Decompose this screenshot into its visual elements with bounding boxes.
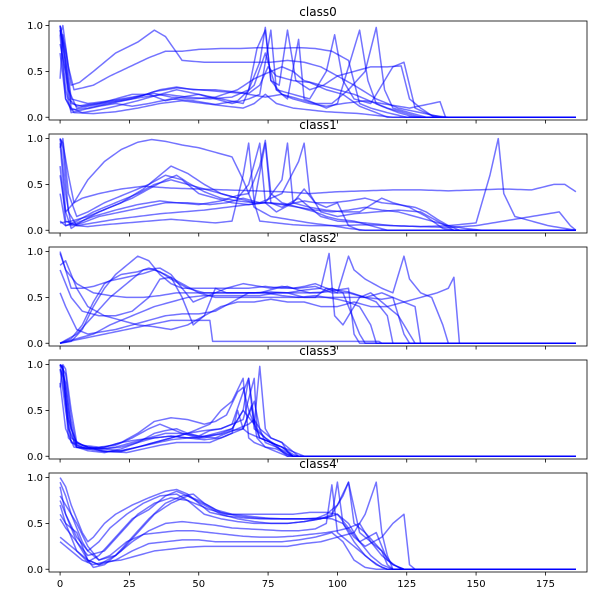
subplot-class3: class3 0.0 0.5 1.0: [27, 344, 588, 463]
x-tick-label: 150: [467, 579, 486, 590]
subplot-class2: class2 0.0 0.5 1.0: [27, 231, 588, 350]
subplot-title: class3: [299, 344, 336, 358]
x-tick-label: 75: [262, 579, 275, 590]
y-tick-label: 1.0: [27, 21, 43, 32]
axes-frame: [48, 359, 588, 460]
subplot-title: class0: [299, 5, 336, 19]
series-line-9: [59, 137, 577, 231]
series-line-5: [59, 292, 576, 344]
subplot-title: class4: [299, 457, 336, 471]
series-line-8: [59, 255, 576, 344]
y-tick-label: 0.5: [27, 67, 43, 78]
x-tick-label: 50: [192, 579, 205, 590]
x-tick-label: 100: [328, 579, 347, 590]
y-tick-label: 0.5: [27, 519, 43, 530]
y-tick-label: 0.0: [27, 226, 43, 237]
series-line-10: [59, 253, 576, 344]
subplot-class4: class4 0.0 0.5 1.0 0 25 50 75 100 125 150 175: [27, 457, 588, 590]
series-line-10: [59, 25, 576, 118]
series-line-3: [59, 364, 576, 457]
series-group: [59, 137, 577, 231]
series-line-4: [59, 260, 576, 344]
subplot-class1: class1 0.0 0.5 1.0: [27, 118, 588, 237]
axes-frame: [48, 246, 588, 347]
series-line-7: [59, 382, 576, 457]
series-group: [59, 477, 576, 570]
series-line-2: [59, 252, 576, 344]
y-tick-label: 1.0: [27, 247, 43, 258]
axes-frame: [48, 472, 588, 573]
series-line-10: [59, 363, 576, 457]
subplot-title: class1: [299, 118, 336, 132]
series-line-1: [59, 255, 576, 344]
series-line-8: [59, 166, 576, 231]
series-group: [59, 363, 576, 457]
series-line-10: [59, 493, 576, 570]
series-line-10: [59, 139, 576, 231]
y-tick-label: 0.5: [27, 180, 43, 191]
x-tick-label: 0: [57, 579, 63, 590]
y-tick-label: 0.5: [27, 406, 43, 417]
x-tick-label: 25: [123, 579, 136, 590]
axes-frame: [48, 20, 588, 121]
y-tick-label: 0.0: [27, 339, 43, 350]
subplot-class0: class0 0.0 0.5 1.0: [27, 5, 588, 124]
series-group: [59, 24, 576, 118]
y-tick-label: 0.0: [27, 565, 43, 576]
y-tick-label: 0.0: [27, 113, 43, 124]
series-line-8: [59, 481, 576, 570]
axes-frame: [48, 133, 588, 234]
x-tick-label: 175: [536, 579, 555, 590]
x-tick-label: 125: [397, 579, 416, 590]
y-tick-label: 1.0: [27, 134, 43, 145]
series-line-6: [59, 142, 577, 231]
y-tick-label: 0.5: [27, 293, 43, 304]
y-tick-label: 1.0: [27, 473, 43, 484]
y-tick-label: 0.0: [27, 452, 43, 463]
series-line-6: [59, 26, 576, 118]
subplot-title: class2: [299, 231, 336, 245]
series-group: [59, 251, 576, 344]
y-tick-label: 1.0: [27, 360, 43, 371]
series-line-5: [59, 484, 576, 570]
